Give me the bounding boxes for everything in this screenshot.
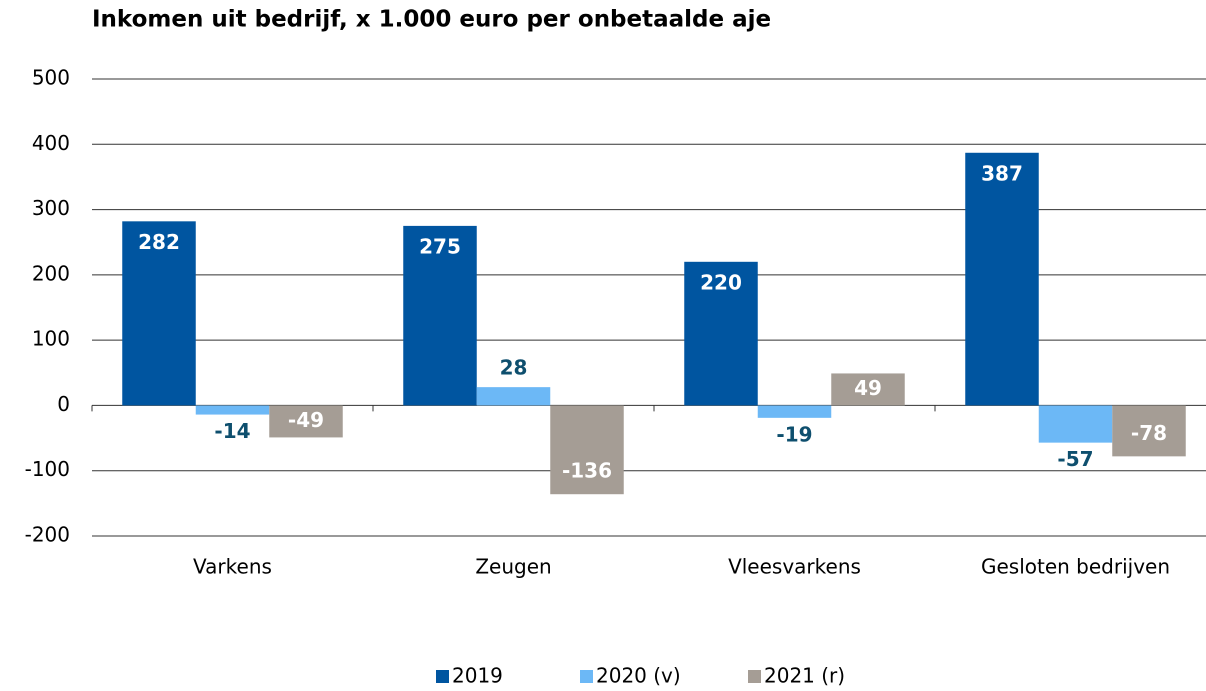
bar xyxy=(403,225,477,406)
value-label: -136 xyxy=(562,459,612,483)
bar xyxy=(269,405,343,438)
bar xyxy=(195,405,270,415)
value-label: 387 xyxy=(981,161,1023,185)
legend-label: 2019 xyxy=(452,664,503,688)
value-label: -19 xyxy=(776,422,812,446)
x-tick-label: Varkens xyxy=(193,555,272,579)
value-label: -57 xyxy=(1057,447,1093,471)
bar xyxy=(831,373,905,406)
bar xyxy=(1112,405,1186,457)
bar xyxy=(476,387,551,406)
value-label: 28 xyxy=(500,356,528,380)
legend-label: 2021 (r) xyxy=(764,664,845,688)
value-label: 49 xyxy=(854,376,882,400)
x-tick-label: Vleesvarkens xyxy=(728,555,861,579)
y-tick-label: -200 xyxy=(25,523,70,547)
value-label: 282 xyxy=(138,230,180,254)
y-tick-label: 400 xyxy=(32,131,70,155)
x-tick-label: Zeugen xyxy=(475,555,551,579)
value-label: -49 xyxy=(288,408,324,432)
chart-title: Inkomen uit bedrijf, x 1.000 euro per on… xyxy=(92,7,771,33)
y-tick-label: 100 xyxy=(32,327,70,351)
y-tick-label: 200 xyxy=(32,261,70,285)
value-label: 275 xyxy=(419,234,461,258)
y-tick-label: 500 xyxy=(32,66,70,90)
bar xyxy=(684,261,758,406)
value-label: 220 xyxy=(700,270,742,294)
x-tick-label: Gesloten bedrijven xyxy=(981,555,1170,579)
legend-swatch xyxy=(748,670,761,683)
y-tick-label: -100 xyxy=(25,457,70,481)
legend-swatch xyxy=(436,670,449,683)
bar xyxy=(122,221,196,406)
y-tick-label: 300 xyxy=(32,196,70,220)
y-tick-label: 0 xyxy=(57,392,70,416)
bar xyxy=(757,405,832,418)
bar xyxy=(550,405,624,495)
bar xyxy=(1038,405,1113,443)
legend-label: 2020 (v) xyxy=(596,664,681,688)
value-label: -78 xyxy=(1131,421,1167,445)
bar xyxy=(965,152,1039,406)
value-label: -14 xyxy=(214,419,250,443)
legend-swatch xyxy=(580,670,593,683)
